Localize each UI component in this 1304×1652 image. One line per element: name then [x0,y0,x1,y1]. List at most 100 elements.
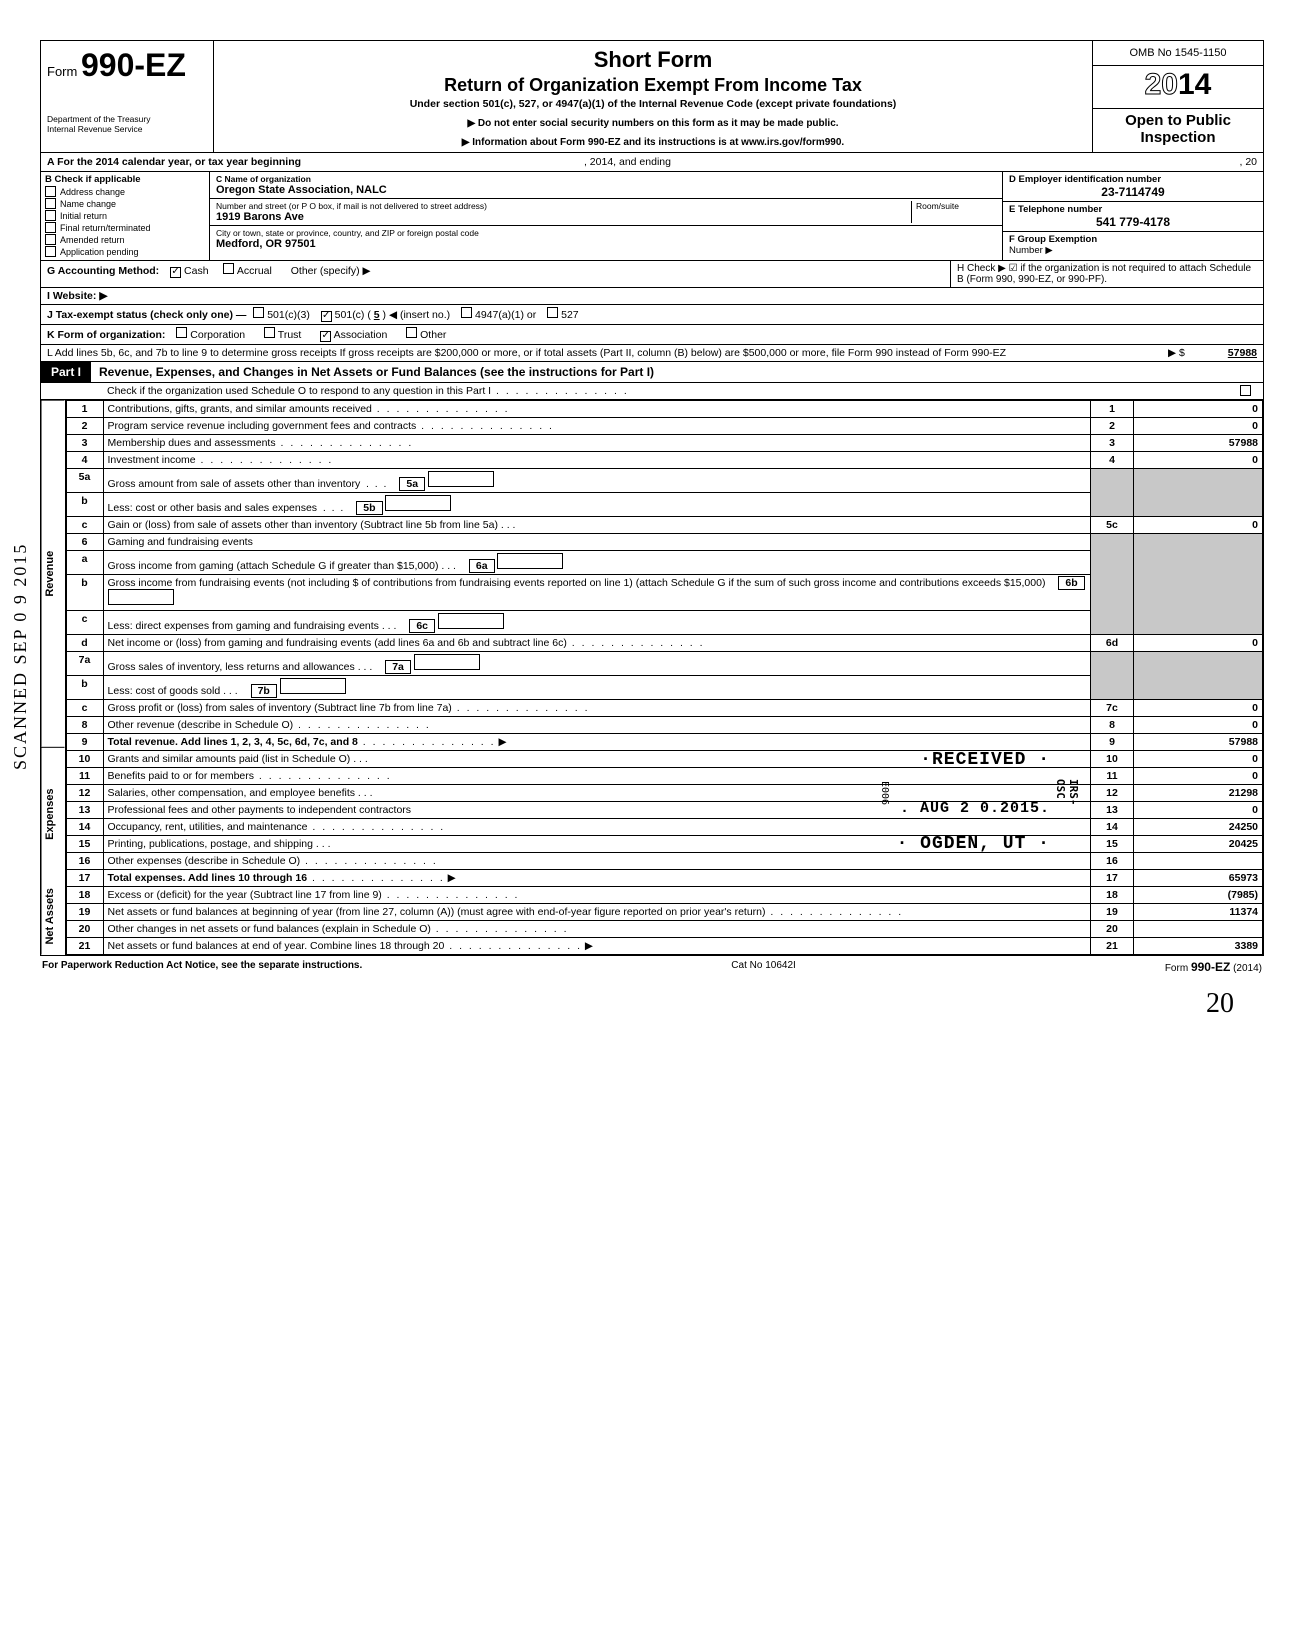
part-1-title: Revenue, Expenses, and Changes in Net As… [91,362,1263,382]
line-1-text: Contributions, gifts, grants, and simila… [108,403,372,415]
cb-amended-return[interactable] [45,234,56,245]
cb-address-change[interactable] [45,186,56,197]
side-label-netassets: Net Assets [41,879,65,955]
cb-501c3[interactable] [253,307,264,318]
cb-4947[interactable] [461,307,472,318]
part-1-check-text: Check if the organization used Schedule … [107,385,491,397]
line-18-num: 18 [66,887,103,904]
line-15: 15 Printing, publications, postage, and … [66,836,1262,853]
cb-application-pending[interactable] [45,246,56,257]
line-5c-amt: 0 [1134,517,1263,534]
cb-schedule-o[interactable] [1240,385,1251,396]
grey-7 [1091,652,1134,700]
line-7b-text: Less: cost of goods sold [108,685,221,697]
section-d-label: D Employer identification number [1009,174,1257,185]
note-info: ▶ Information about Form 990-EZ and its … [220,137,1086,148]
line-13: 13 Professional fees and other payments … [66,802,1262,819]
scanned-stamp: SCANNED SEP 0 9 2015 [10,543,31,770]
cb-label-3: Final return/terminated [60,223,151,233]
form-name-cell: Form 990-EZ Department of the Treasury I… [41,41,214,152]
line-l: L Add lines 5b, 6c, and 7b to line 9 to … [41,345,1263,362]
label-4947: 4947(a)(1) or [475,309,536,321]
line-8-amt: 0 [1134,717,1263,734]
cb-final-return[interactable] [45,222,56,233]
accrual-label: Accrual [237,265,272,277]
line-5b-val[interactable] [385,495,451,511]
line-18-amt: (7985) [1134,887,1263,904]
note-ssn: ▶ Do not enter social security numbers o… [220,118,1086,129]
line-7c-text: Gross profit or (loss) from sales of inv… [108,702,452,714]
line-6a-num: a [66,551,103,575]
line-2-amt: 0 [1134,418,1263,435]
cash-label: Cash [184,265,209,277]
handwritten-page-number: 20 [40,978,1264,1020]
cb-trust[interactable] [264,327,275,338]
phone-value: 541 779-4178 [1009,215,1257,229]
cb-other-org[interactable] [406,327,417,338]
line-6c: c Less: direct expenses from gaming and … [66,611,1262,635]
line-6c-val[interactable] [438,613,504,629]
line-14-amt: 24250 [1134,819,1263,836]
line-17-num: 17 [66,870,103,887]
line-5a-num: 5a [66,469,103,493]
line-5b-num: b [66,493,103,517]
line-6b-val[interactable] [108,589,174,605]
line-2-num: 2 [66,418,103,435]
line-14-num: 14 [66,819,103,836]
cb-527[interactable] [547,307,558,318]
room-label: Room/suite [916,201,996,211]
line-6c-ib: 6c [409,619,435,633]
cb-initial-return[interactable] [45,210,56,221]
section-j-label: J Tax-exempt status (check only one) — [47,309,246,321]
line-7b-val[interactable] [280,678,346,694]
line-7c: c Gross profit or (loss) from sales of i… [66,700,1262,717]
line-19: 19 Net assets or fund balances at beginn… [66,904,1262,921]
line-j: J Tax-exempt status (check only one) — 5… [41,305,1263,325]
line-11-amt: 0 [1134,768,1263,785]
cb-accrual[interactable] [223,263,234,274]
line-6d-box: 6d [1091,635,1134,652]
cb-501c[interactable] [321,311,332,322]
cb-name-change[interactable] [45,198,56,209]
dept-treasury: Department of the Treasury [47,114,207,124]
open-to-public: Open to Public Inspection [1093,109,1263,150]
year-outline: 20 [1145,68,1178,101]
cb-label-2: Initial return [60,211,107,221]
cb-label-4: Amended return [60,235,125,245]
line-6a-val[interactable] [497,553,563,569]
org-name: Oregon State Association, NALC [216,184,996,196]
line-8-num: 8 [66,717,103,734]
cb-assoc[interactable] [320,331,331,342]
line-13-box: 13 [1091,802,1134,819]
line-3-text: Membership dues and assessments [108,437,276,449]
line-10: 10 Grants and similar amounts paid (list… [66,751,1262,768]
section-b: B Check if applicable Address change Nam… [41,172,210,260]
section-l-value: 57988 [1228,347,1257,359]
line-9-num: 9 [66,734,103,751]
form-number: 990-EZ [81,47,186,83]
section-c-label: C Name of organization [216,174,996,184]
part-1-check-line: Check if the organization used Schedule … [41,383,1263,400]
line-18: 18 Excess or (deficit) for the year (Sub… [66,887,1262,904]
line-11: 11 Benefits paid to or for members 11 0 [66,768,1262,785]
cb-label-1: Name change [60,199,116,209]
line-7a-val[interactable] [414,654,480,670]
line-5c-text: Gain or (loss) from sale of assets other… [108,519,498,531]
line-6b-text: Gross income from fundraising events (no… [108,577,1046,589]
line-17-text: Total expenses. Add lines 10 through 16 [108,872,308,884]
line-7b: b Less: cost of goods sold . . . 7b [66,676,1262,700]
label-501c3: 501(c)(3) [267,309,310,321]
dept-irs: Internal Revenue Service [47,124,207,134]
cb-label-5: Application pending [60,247,139,257]
cb-cash[interactable] [170,267,181,278]
section-g-label: G Accounting Method: [47,265,159,277]
side-label-revenue: Revenue [41,400,65,747]
line-5a-val[interactable] [428,471,494,487]
section-f-label: F Group Exemption [1009,234,1097,245]
line-7c-box: 7c [1091,700,1134,717]
line-8-text: Other revenue (describe in Schedule O) [108,719,294,731]
line-13-num: 13 [66,802,103,819]
cb-corp[interactable] [176,327,187,338]
cb-label-0: Address change [60,187,125,197]
line-10-amt: 0 [1134,751,1263,768]
